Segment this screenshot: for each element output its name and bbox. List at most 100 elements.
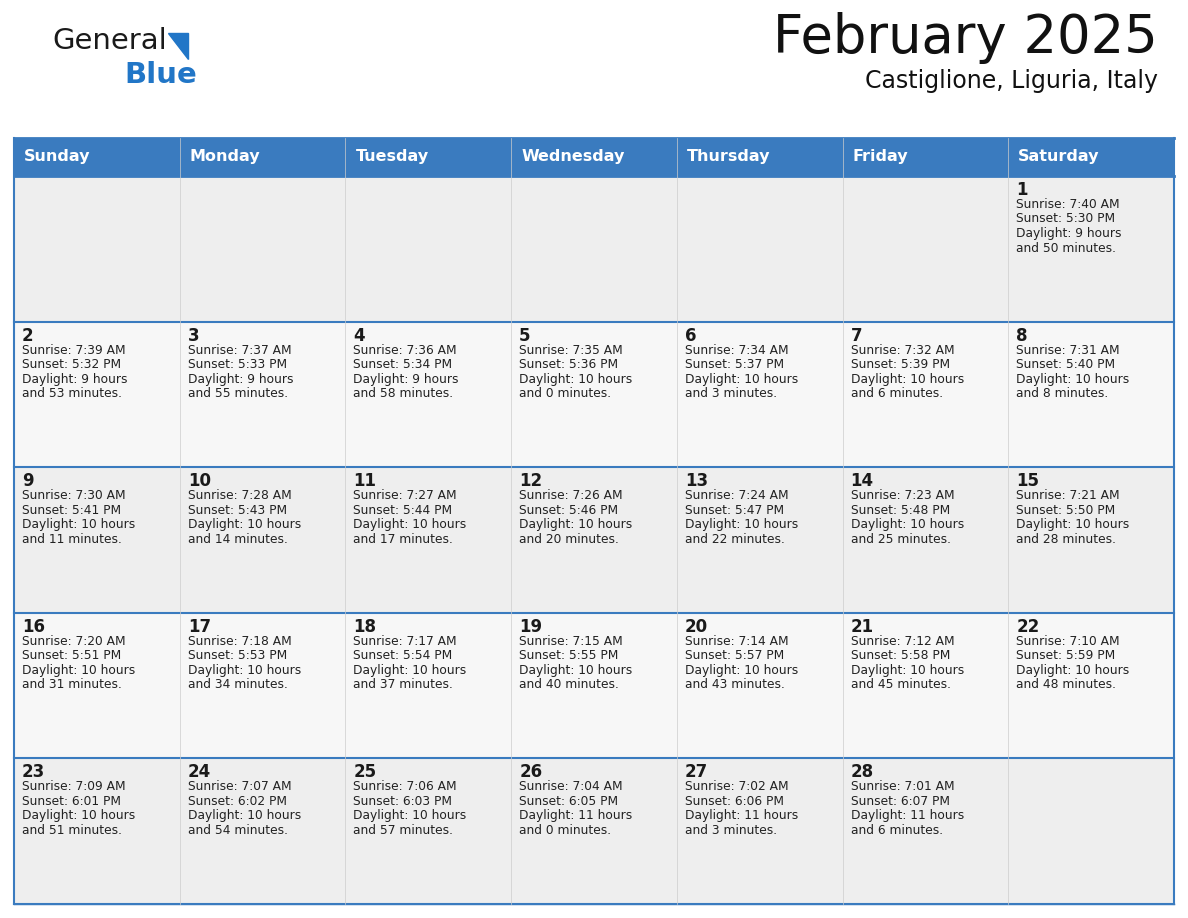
Text: and 31 minutes.: and 31 minutes. xyxy=(23,678,122,691)
Text: Daylight: 10 hours: Daylight: 10 hours xyxy=(519,518,632,532)
Text: Daylight: 10 hours: Daylight: 10 hours xyxy=(353,664,467,677)
Bar xyxy=(1009,467,1174,613)
Bar xyxy=(1009,613,1174,758)
Text: and 14 minutes.: and 14 minutes. xyxy=(188,532,287,545)
Text: Sunrise: 7:28 AM: Sunrise: 7:28 AM xyxy=(188,489,291,502)
Text: Sunrise: 7:06 AM: Sunrise: 7:06 AM xyxy=(353,780,457,793)
Text: Sunrise: 7:23 AM: Sunrise: 7:23 AM xyxy=(851,489,954,502)
Bar xyxy=(842,138,1009,176)
Text: Daylight: 10 hours: Daylight: 10 hours xyxy=(353,518,467,532)
Text: Sunset: 5:47 PM: Sunset: 5:47 PM xyxy=(684,504,784,517)
Text: Thursday: Thursday xyxy=(687,150,770,164)
Bar xyxy=(842,176,1009,321)
Bar xyxy=(14,613,179,758)
Text: and 20 minutes.: and 20 minutes. xyxy=(519,532,619,545)
Text: and 45 minutes.: and 45 minutes. xyxy=(851,678,950,691)
Text: Sunrise: 7:10 AM: Sunrise: 7:10 AM xyxy=(1016,635,1120,648)
Text: Daylight: 9 hours: Daylight: 9 hours xyxy=(188,373,293,386)
Text: 14: 14 xyxy=(851,472,873,490)
Text: Wednesday: Wednesday xyxy=(522,150,625,164)
Text: Sunrise: 7:30 AM: Sunrise: 7:30 AM xyxy=(23,489,126,502)
Text: 2: 2 xyxy=(23,327,33,344)
Text: Sunrise: 7:04 AM: Sunrise: 7:04 AM xyxy=(519,780,623,793)
Text: and 51 minutes.: and 51 minutes. xyxy=(23,823,122,837)
Text: Daylight: 10 hours: Daylight: 10 hours xyxy=(23,810,135,823)
Bar xyxy=(179,138,346,176)
Text: 22: 22 xyxy=(1016,618,1040,636)
Text: Sunrise: 7:21 AM: Sunrise: 7:21 AM xyxy=(1016,489,1120,502)
Text: Sunrise: 7:40 AM: Sunrise: 7:40 AM xyxy=(1016,198,1120,211)
Bar xyxy=(511,176,677,321)
Bar xyxy=(1009,138,1174,176)
Text: Sunset: 6:06 PM: Sunset: 6:06 PM xyxy=(684,795,784,808)
Bar xyxy=(511,758,677,904)
Bar xyxy=(14,467,179,613)
Text: 4: 4 xyxy=(353,327,365,344)
Text: 23: 23 xyxy=(23,764,45,781)
Text: Daylight: 10 hours: Daylight: 10 hours xyxy=(188,518,301,532)
Text: Sunset: 5:30 PM: Sunset: 5:30 PM xyxy=(1016,212,1116,226)
Bar xyxy=(1009,321,1174,467)
Text: 6: 6 xyxy=(684,327,696,344)
Text: Daylight: 11 hours: Daylight: 11 hours xyxy=(519,810,632,823)
Bar xyxy=(842,758,1009,904)
Text: Sunday: Sunday xyxy=(24,150,90,164)
Text: 18: 18 xyxy=(353,618,377,636)
Bar xyxy=(179,321,346,467)
Text: Daylight: 10 hours: Daylight: 10 hours xyxy=(851,664,963,677)
Bar xyxy=(179,176,346,321)
Text: Daylight: 10 hours: Daylight: 10 hours xyxy=(188,810,301,823)
Polygon shape xyxy=(168,33,188,59)
Text: and 8 minutes.: and 8 minutes. xyxy=(1016,387,1108,400)
Text: Daylight: 10 hours: Daylight: 10 hours xyxy=(1016,518,1130,532)
Text: and 37 minutes.: and 37 minutes. xyxy=(353,678,454,691)
Text: and 50 minutes.: and 50 minutes. xyxy=(1016,241,1117,254)
Text: Daylight: 10 hours: Daylight: 10 hours xyxy=(684,518,798,532)
Bar xyxy=(346,613,511,758)
Text: Daylight: 10 hours: Daylight: 10 hours xyxy=(188,664,301,677)
Text: Sunset: 5:48 PM: Sunset: 5:48 PM xyxy=(851,504,950,517)
Bar xyxy=(179,758,346,904)
Text: Saturday: Saturday xyxy=(1018,150,1100,164)
Bar xyxy=(179,467,346,613)
Text: Sunset: 5:59 PM: Sunset: 5:59 PM xyxy=(1016,649,1116,662)
Text: and 22 minutes.: and 22 minutes. xyxy=(684,532,785,545)
Text: and 58 minutes.: and 58 minutes. xyxy=(353,387,454,400)
Text: Sunrise: 7:15 AM: Sunrise: 7:15 AM xyxy=(519,635,623,648)
Text: and 0 minutes.: and 0 minutes. xyxy=(519,823,612,837)
Text: Sunset: 5:50 PM: Sunset: 5:50 PM xyxy=(1016,504,1116,517)
Text: Sunrise: 7:02 AM: Sunrise: 7:02 AM xyxy=(684,780,789,793)
Text: 27: 27 xyxy=(684,764,708,781)
Text: 9: 9 xyxy=(23,472,33,490)
Text: Daylight: 10 hours: Daylight: 10 hours xyxy=(23,664,135,677)
Text: Daylight: 10 hours: Daylight: 10 hours xyxy=(519,664,632,677)
Bar xyxy=(179,613,346,758)
Bar xyxy=(677,758,842,904)
Text: Sunset: 5:51 PM: Sunset: 5:51 PM xyxy=(23,649,121,662)
Text: General: General xyxy=(52,27,166,55)
Text: Daylight: 10 hours: Daylight: 10 hours xyxy=(23,518,135,532)
Bar xyxy=(511,613,677,758)
Text: Sunrise: 7:27 AM: Sunrise: 7:27 AM xyxy=(353,489,457,502)
Text: Daylight: 9 hours: Daylight: 9 hours xyxy=(1016,227,1121,240)
Text: Sunset: 5:57 PM: Sunset: 5:57 PM xyxy=(684,649,784,662)
Text: Daylight: 10 hours: Daylight: 10 hours xyxy=(519,373,632,386)
Text: Daylight: 10 hours: Daylight: 10 hours xyxy=(684,664,798,677)
Text: and 48 minutes.: and 48 minutes. xyxy=(1016,678,1117,691)
Text: and 3 minutes.: and 3 minutes. xyxy=(684,823,777,837)
Bar xyxy=(677,613,842,758)
Text: Castiglione, Liguria, Italy: Castiglione, Liguria, Italy xyxy=(865,69,1158,93)
Text: and 6 minutes.: and 6 minutes. xyxy=(851,823,943,837)
Text: 7: 7 xyxy=(851,327,862,344)
Text: and 28 minutes.: and 28 minutes. xyxy=(1016,532,1117,545)
Text: and 6 minutes.: and 6 minutes. xyxy=(851,387,943,400)
Text: Sunrise: 7:37 AM: Sunrise: 7:37 AM xyxy=(188,343,291,356)
Text: Tuesday: Tuesday xyxy=(355,150,429,164)
Text: Sunset: 5:37 PM: Sunset: 5:37 PM xyxy=(684,358,784,371)
Text: Sunset: 6:02 PM: Sunset: 6:02 PM xyxy=(188,795,286,808)
Text: 15: 15 xyxy=(1016,472,1040,490)
Text: Sunset: 5:33 PM: Sunset: 5:33 PM xyxy=(188,358,286,371)
Text: Sunrise: 7:26 AM: Sunrise: 7:26 AM xyxy=(519,489,623,502)
Text: Sunset: 6:01 PM: Sunset: 6:01 PM xyxy=(23,795,121,808)
Text: 5: 5 xyxy=(519,327,531,344)
